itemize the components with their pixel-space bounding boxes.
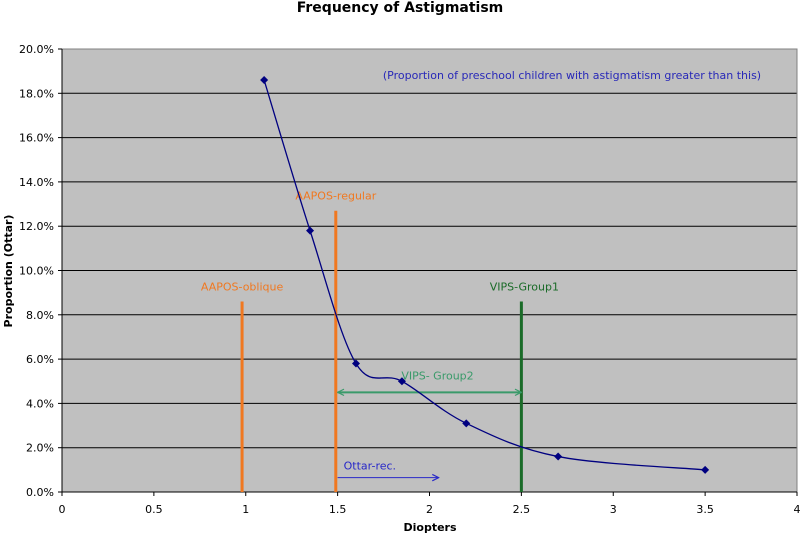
range-arrow-label: Ottar-rec. xyxy=(344,460,396,473)
range-arrow-label: VIPS- Group2 xyxy=(401,369,473,382)
x-tick-label: 1.5 xyxy=(329,503,347,516)
data-point xyxy=(462,419,471,428)
y-tick-label: 14.0% xyxy=(19,176,54,189)
y-tick-label: 20.0% xyxy=(19,43,54,56)
reference-line-label: VIPS-Group1 xyxy=(490,281,559,294)
x-tick-label: 2 xyxy=(426,503,433,516)
data-point xyxy=(554,452,563,461)
y-tick-label: 0.0% xyxy=(26,486,54,499)
range-arrows: VIPS- Group2 Ottar-rec. xyxy=(338,369,522,477)
y-tick-label: 18.0% xyxy=(19,87,54,100)
y-tick-label: 8.0% xyxy=(26,309,54,322)
reference-lines: AAPOS-oblique AAPOS-regular VIPS-Group1 xyxy=(201,190,559,492)
reference-line-label: AAPOS-regular xyxy=(295,190,376,203)
annotation-text: (Proportion of preschool children with a… xyxy=(383,69,761,82)
y-tick-label: 10.0% xyxy=(19,265,54,278)
data-point xyxy=(306,226,315,235)
x-tick-label: 3 xyxy=(610,503,617,516)
data-points xyxy=(260,76,710,474)
chart-title: Frequency of Astigmatism xyxy=(297,0,504,16)
y-tick-label: 2.0% xyxy=(26,442,54,455)
y-tick-label: 4.0% xyxy=(26,397,54,410)
x-tick-label: 3.5 xyxy=(696,503,714,516)
data-point xyxy=(352,359,360,368)
x-tick-label: 4 xyxy=(794,503,800,516)
x-tick-label: 0 xyxy=(59,503,66,516)
x-axis-label: Diopters xyxy=(403,521,456,534)
x-tick-label: 2.5 xyxy=(513,503,531,516)
data-point xyxy=(397,377,406,386)
y-axis-label: Proportion (Ottar) xyxy=(2,215,15,328)
y-tick-label: 6.0% xyxy=(26,353,54,366)
y-tick-label: 16.0% xyxy=(19,132,54,145)
x-tick-labels: 0 0.5 1 1.5 2 2.5 3 3.5 4 xyxy=(59,492,800,516)
y-tick-label: 12.0% xyxy=(19,220,54,233)
data-point xyxy=(701,465,710,474)
x-tick-label: 1 xyxy=(242,503,249,516)
y-tick-labels: 0.0% 2.0% 4.0% 6.0% 8.0% 10.0% 12.0% 14.0% 16.0%… xyxy=(19,43,62,499)
data-point xyxy=(260,76,269,85)
x-tick-label: 0.5 xyxy=(145,503,163,516)
reference-line-label: AAPOS-oblique xyxy=(201,281,284,294)
grid-lines xyxy=(62,48,797,449)
